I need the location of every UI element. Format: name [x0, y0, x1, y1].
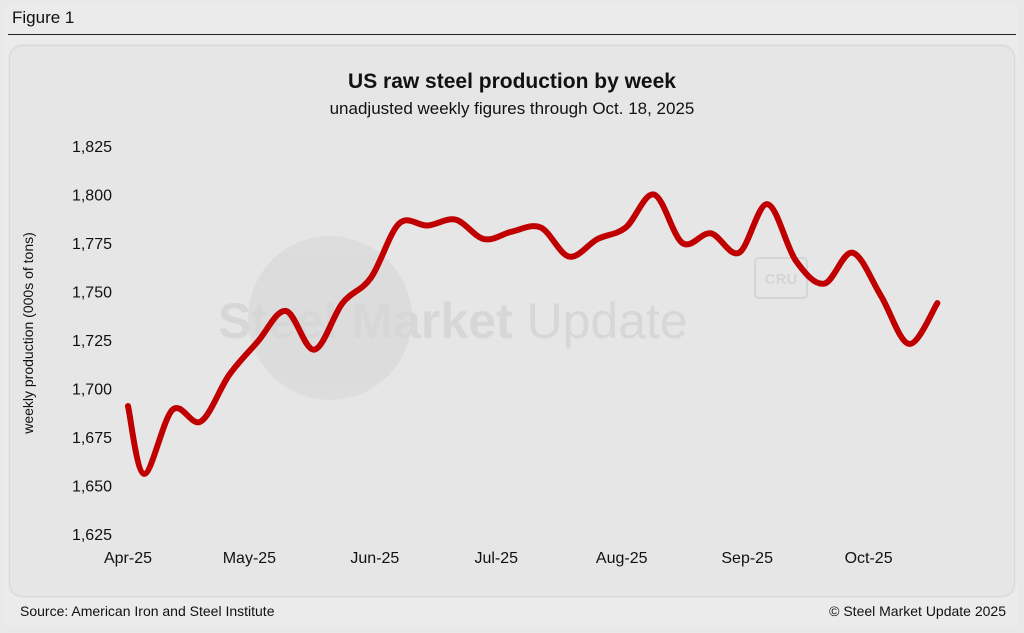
source-note: Source: American Iron and Steel Institut… [20, 603, 275, 619]
y-axis-ticks: 1,625 1,650 1,675 1,700 1,725 1,750 1,775 1,800… [72, 139, 112, 544]
watermark-badge-text: CRU [765, 271, 798, 288]
watermark: Steel Market Update CRU [218, 236, 808, 400]
x-tick-label: Aug-25 [596, 550, 648, 567]
x-tick-label: Jul-25 [474, 550, 518, 567]
x-tick-label: Apr-25 [104, 550, 152, 567]
x-tick-label: May-25 [223, 550, 276, 567]
y-tick-label: 1,825 [72, 139, 112, 156]
copyright-note: © Steel Market Update 2025 [829, 603, 1006, 619]
x-tick-label: Oct-25 [845, 550, 893, 567]
figure-label: Figure 1 [12, 8, 75, 27]
y-tick-label: 1,775 [72, 236, 112, 253]
chart-subtitle: unadjusted weekly figures through Oct. 1… [329, 99, 695, 118]
header-divider [8, 34, 1016, 35]
chart-title: US raw steel production by week [348, 70, 676, 93]
y-tick-label: 1,800 [72, 188, 112, 205]
y-tick-label: 1,675 [72, 430, 112, 447]
x-tick-label: Jun-25 [350, 550, 399, 567]
x-tick-label: Sep-25 [721, 550, 773, 567]
y-tick-label: 1,725 [72, 333, 112, 350]
chart-panel [10, 46, 1014, 596]
y-tick-label: 1,625 [72, 527, 112, 544]
series-line [125, 191, 941, 477]
y-tick-label: 1,650 [72, 479, 112, 496]
y-tick-label: 1,700 [72, 382, 112, 399]
y-tick-label: 1,750 [72, 285, 112, 302]
watermark-brand: Steel Market Update [218, 293, 688, 349]
y-axis-label: weekly production (000s of tons) [20, 232, 36, 434]
x-axis-ticks: Apr-25 May-25 Jun-25 Jul-25 Aug-25 Sep-25 Oct-… [104, 550, 893, 567]
